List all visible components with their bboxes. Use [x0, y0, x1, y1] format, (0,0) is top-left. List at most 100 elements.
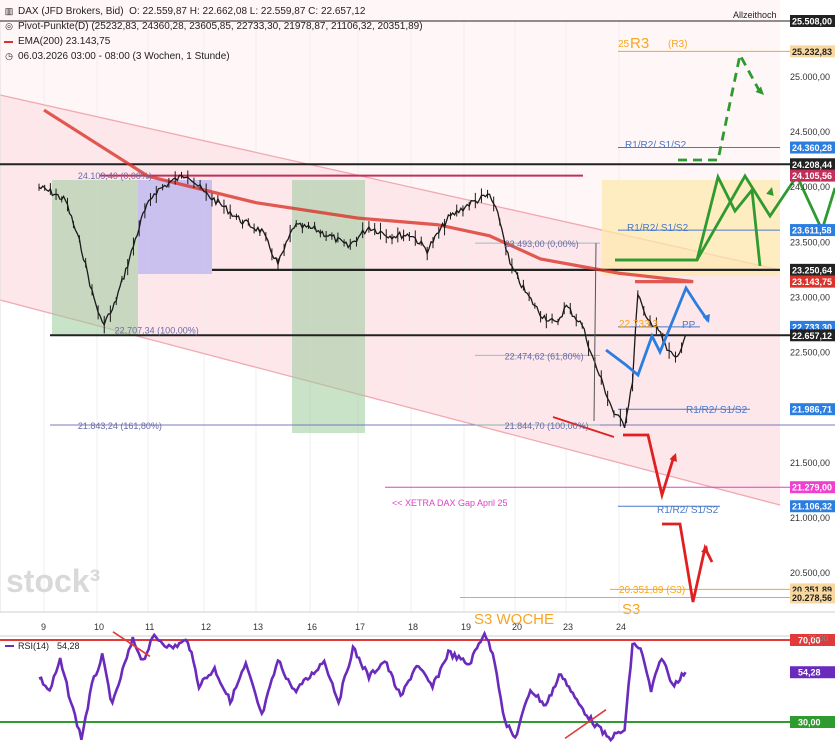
rsi-divergence-line-2 — [564, 709, 607, 740]
y-tick-label: 20.500,00 — [790, 568, 830, 578]
price-tag-bg — [790, 591, 835, 604]
rsi-top-tick: 75,00 — [808, 634, 829, 643]
price-tag-label: 20.278,56 — [792, 593, 832, 603]
r3-prefix-label: 25 — [618, 39, 630, 50]
price-tag-label: 21.279,00 — [792, 483, 832, 493]
y-tick-label: 24.000,00 — [790, 182, 830, 192]
pivot-label-upper: R1/R2/ S1/S2 — [625, 140, 687, 151]
price-tag-label: 22.657,12 — [792, 331, 832, 341]
fib-label: 21.844,70 (100,00%) — [505, 421, 589, 431]
upper-fill — [0, 0, 780, 270]
pp-label: PP — [682, 320, 696, 331]
y-tick-label: 25.000,00 — [790, 72, 830, 82]
price-tag-bg — [790, 329, 835, 342]
x-tick-label: 18 — [408, 622, 418, 632]
price-tag-label: 23.611,58 — [792, 226, 832, 236]
clock-icon: ◷ — [5, 51, 13, 61]
green-dashed-path — [678, 50, 762, 162]
price-tag-bg — [790, 158, 835, 171]
target-icon: ◎ — [5, 21, 13, 31]
red-low-trendline — [552, 416, 615, 438]
x-tick-label: 11 — [145, 622, 154, 632]
price-tag-label: 23.143,75 — [792, 277, 832, 287]
rsi-tag-bg — [790, 666, 835, 679]
fib-label: 22.474,62 (61,80%) — [505, 351, 584, 361]
stock3-watermark: stock³ — [6, 563, 100, 599]
y-tick-label: 23.500,00 — [790, 237, 830, 247]
fib-label: 21.843,24 (161,80%) — [78, 421, 162, 431]
x-tick-label: 16 — [307, 622, 317, 632]
r3-big-label: R3 — [630, 35, 649, 52]
x-tick-label: 19 — [461, 622, 471, 632]
blue-arrow-head — [702, 314, 710, 323]
price-tag-bg — [790, 500, 835, 513]
fib-label: 22.707,34 (100,00%) — [115, 326, 199, 336]
legend-pivot: Pivot-Punkte(D) (25232,83, 24360,28, 236… — [18, 21, 423, 32]
y-tick-label: 22.500,00 — [790, 348, 830, 358]
price-tag-bg — [790, 275, 835, 288]
price-tag-label: 22.733,30 — [792, 322, 832, 332]
r3-suffix-label: (R3) — [668, 39, 687, 50]
green-arrow-head — [766, 187, 774, 196]
recovery-spike — [593, 243, 597, 421]
legend-ohlc: O: 22.559,87 H: 22.662,08 L: 22.559,87 C… — [129, 6, 366, 17]
price-tag-label: 21.986,71 — [792, 405, 832, 415]
allzeithoch-label: Allzeithoch — [733, 10, 777, 20]
price-tag-bg — [790, 15, 835, 27]
price-tag-label: 24.105,56 — [792, 171, 832, 181]
rsi-divergence-line-1 — [112, 631, 151, 658]
pivot-label-low: R1/R2/ S1/S2 — [686, 405, 748, 416]
x-tick-label: 12 — [201, 622, 211, 632]
price-tag-label: 24.360,28 — [792, 143, 832, 153]
price-tag-label: 25.232,83 — [792, 47, 832, 57]
legend-pivot-row: ◎ Pivot-Punkte(D) (25232,83, 24360,28, 23… — [4, 19, 423, 34]
rsi-title: RSI(14) — [18, 641, 49, 651]
s3-woche-label: S3 WOCHE — [474, 611, 554, 628]
gap-label: << XETRA DAX Gap April 25 — [392, 498, 508, 508]
fib-zone-green-2 — [292, 180, 365, 433]
price-tag-bg — [790, 481, 835, 494]
pivot-label-bottom: R1/R2/ S1/S2 — [657, 505, 719, 516]
x-tick-label: 17 — [355, 622, 365, 632]
rsi-tag-label: 70,00 — [798, 636, 821, 646]
y-tick-label: 24.500,00 — [790, 127, 830, 137]
rsi-legend-value: 54,28 — [57, 641, 80, 651]
x-tick-label: 20 — [512, 622, 522, 632]
price-tag-bg — [790, 403, 835, 416]
price-tag-label: 25.508,00 — [792, 17, 832, 27]
rsi-panel — [0, 636, 835, 749]
red-arrow-head-1 — [669, 453, 677, 462]
fib-label: 23.493,00 (0,00%) — [505, 239, 579, 249]
rsi-tag-label: 30,00 — [798, 718, 821, 728]
rsi-line — [38, 630, 687, 743]
pp-value-label: 22.733,3 — [619, 319, 658, 330]
green-projection-inner — [615, 173, 762, 267]
chart-legend: ▥ DAX (JFD Brokers, Bid) O: 22.559,87 H: … — [4, 4, 423, 64]
red-projection-path-1 — [623, 433, 676, 501]
pivot-label-mid: R1/R2/ S1/S2 — [627, 223, 689, 234]
green-dashed-arrow-head — [755, 86, 764, 95]
price-tag-bg — [790, 169, 835, 182]
x-tick-label: 10 — [94, 622, 104, 632]
rsi-tag-label: 54,28 — [798, 668, 821, 678]
x-tick-label: 9 — [41, 622, 46, 632]
legend-ema: EMA(200) 23.143,75 — [18, 36, 111, 47]
price-tag-bg — [790, 224, 835, 237]
red-arrow-head-2 — [701, 545, 709, 554]
price-tag-bg — [790, 45, 835, 58]
bar-chart-icon: ▥ — [4, 6, 14, 16]
x-tick-label: 13 — [253, 622, 263, 632]
blue-projection-path — [605, 284, 710, 378]
price-tag-bg — [790, 141, 835, 154]
fib-label: 24.109,40 (0,00%) — [78, 171, 152, 181]
price-tag-label: 23.250,64 — [792, 265, 832, 275]
y-tick-label: 21.500,00 — [790, 458, 830, 468]
s3-big-label: S3 — [622, 601, 640, 618]
price-tag-label: 21.106,32 — [792, 502, 832, 512]
legend-range-row: ◷ 06.03.2026 03:00 - 08:00 (3 Wochen, 1 S… — [4, 49, 423, 64]
s3-daily-label: 20.351,89 (S3) — [619, 585, 685, 596]
price-tag-label: 20.351,89 — [792, 585, 832, 595]
price-tag-bg — [790, 263, 835, 276]
